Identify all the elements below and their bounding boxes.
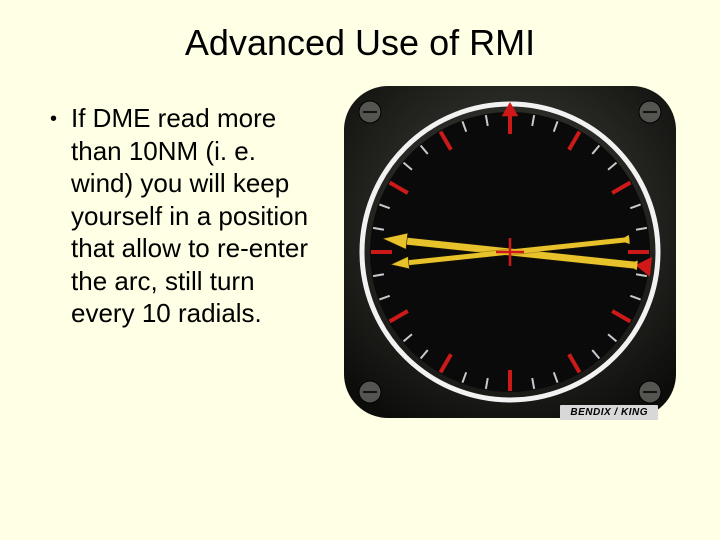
bullet-text: If DME read more than 10NM (i. e. wind) … xyxy=(71,102,320,330)
gauge-column: BENDIX / KING xyxy=(330,82,690,422)
bullet-item: • If DME read more than 10NM (i. e. wind… xyxy=(50,102,320,330)
rmi-gauge-svg xyxy=(340,82,680,422)
slide-content: • If DME read more than 10NM (i. e. wind… xyxy=(0,82,720,422)
bullet-column: • If DME read more than 10NM (i. e. wind… xyxy=(50,82,330,330)
rmi-gauge: BENDIX / KING xyxy=(340,82,680,422)
bullet-dot-icon: • xyxy=(50,102,71,132)
brand-plate: BENDIX / KING xyxy=(560,405,658,420)
slide-title: Advanced Use of RMI xyxy=(0,0,720,82)
